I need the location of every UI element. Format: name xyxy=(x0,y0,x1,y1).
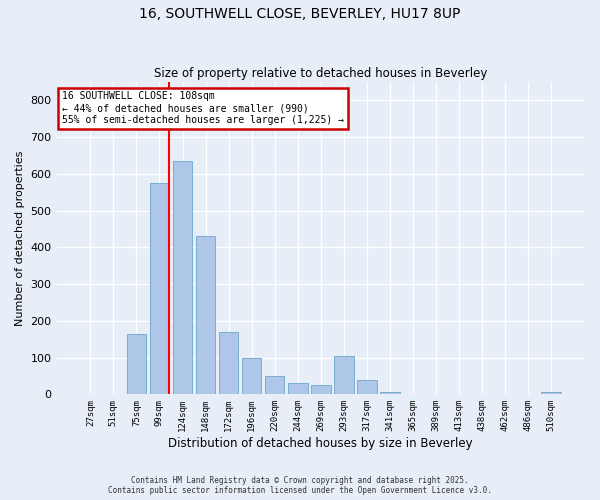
Bar xyxy=(219,332,238,394)
Text: 16 SOUTHWELL CLOSE: 108sqm
← 44% of detached houses are smaller (990)
55% of sem: 16 SOUTHWELL CLOSE: 108sqm ← 44% of deta… xyxy=(62,92,344,124)
Bar xyxy=(127,334,146,394)
Bar xyxy=(196,236,215,394)
Bar xyxy=(265,376,284,394)
X-axis label: Distribution of detached houses by size in Beverley: Distribution of detached houses by size … xyxy=(169,437,473,450)
Bar xyxy=(334,356,353,395)
Text: Contains HM Land Registry data © Crown copyright and database right 2025.
Contai: Contains HM Land Registry data © Crown c… xyxy=(108,476,492,495)
Text: 16, SOUTHWELL CLOSE, BEVERLEY, HU17 8UP: 16, SOUTHWELL CLOSE, BEVERLEY, HU17 8UP xyxy=(139,8,461,22)
Title: Size of property relative to detached houses in Beverley: Size of property relative to detached ho… xyxy=(154,66,487,80)
Bar xyxy=(541,392,561,394)
Bar xyxy=(380,392,400,394)
Bar xyxy=(173,161,193,394)
Bar xyxy=(311,385,331,394)
Bar xyxy=(357,380,377,394)
Bar xyxy=(149,183,169,394)
Bar xyxy=(242,358,262,395)
Y-axis label: Number of detached properties: Number of detached properties xyxy=(15,150,25,326)
Bar xyxy=(288,384,308,394)
